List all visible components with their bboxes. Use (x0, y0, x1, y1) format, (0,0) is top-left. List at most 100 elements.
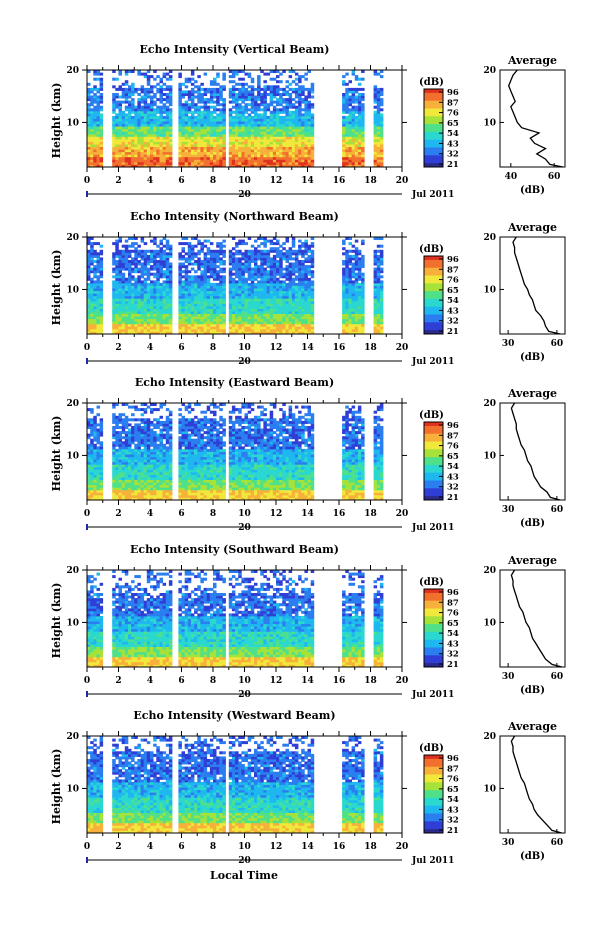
heatmap-cell (188, 250, 192, 253)
heatmap-cell (304, 108, 308, 111)
heatmap-cell (232, 111, 236, 114)
heatmap-cell (292, 131, 296, 134)
heatmap-cell (295, 113, 299, 116)
heatmap-cell (185, 93, 189, 96)
heatmap-cell (270, 275, 274, 278)
heatmap-cell (298, 121, 302, 124)
heatmap-cell (260, 286, 264, 289)
heatmap-cell (361, 113, 365, 116)
heatmap-cell (200, 121, 204, 124)
colorbar-unit: (dB) (419, 77, 444, 88)
heatmap-cell (150, 136, 154, 139)
heatmap-cell (115, 309, 119, 312)
heatmap-cell (207, 106, 211, 109)
heatmap-cell (97, 142, 101, 145)
heatmap-cell (374, 113, 378, 116)
heatmap-cell (238, 329, 242, 332)
heatmap-cell (87, 329, 91, 332)
heatmap-cell (245, 121, 249, 124)
heatmap-cell (137, 250, 141, 253)
heatmap-cell (276, 250, 280, 253)
heatmap-cell (298, 314, 302, 317)
heatmap-cell (115, 121, 119, 124)
heatmap-cell (182, 113, 186, 116)
heatmap-cell (342, 116, 346, 119)
heatmap-cell (304, 288, 308, 291)
heatmap-cell (200, 142, 204, 145)
heatmap-cell (273, 85, 277, 88)
heatmap-cell (191, 119, 195, 122)
heatmap-cell (115, 314, 119, 317)
heatmap-cell (128, 275, 132, 278)
heatmap-cell (90, 250, 94, 253)
heatmap-cell (188, 245, 192, 248)
heatmap-cell (216, 245, 220, 248)
heatmap-cell (216, 314, 220, 317)
heatmap-cell (156, 280, 160, 283)
heatmap-cell (134, 319, 138, 322)
heatmap-cell (298, 240, 302, 243)
heatmap-cell (289, 270, 293, 273)
heatmap-cell (311, 157, 315, 160)
heatmap-cell (342, 75, 346, 78)
heatmap-cell (100, 293, 104, 296)
heatmap-cell (169, 147, 173, 150)
heatmap-cell (216, 286, 220, 289)
heatmap-cell (260, 293, 264, 296)
heatmap-cell (169, 286, 173, 289)
heatmap-cell (251, 108, 255, 111)
heatmap-cell (355, 131, 359, 134)
heatmap-cell (188, 78, 192, 81)
heatmap-cell (241, 88, 245, 91)
heatmap-cell (137, 275, 141, 278)
heatmap-cell (241, 319, 245, 322)
heatmap-cell (210, 152, 214, 155)
heatmap-cell (150, 113, 154, 116)
heatmap-cell (289, 142, 293, 145)
heatmap-cell (163, 121, 167, 124)
heatmap-cell (216, 108, 220, 111)
heatmap-cell (282, 275, 286, 278)
heatmap-cell (235, 270, 239, 273)
heatmap-cell (210, 309, 214, 312)
heatmap-cell (248, 283, 252, 286)
heatmap-cell (115, 286, 119, 289)
heatmap-cell (166, 275, 170, 278)
heatmap-cell (238, 260, 242, 263)
heatmap-cell (134, 108, 138, 111)
heatmap-cell (200, 126, 204, 129)
heatmap-cell (166, 286, 170, 289)
heatmap-cell (232, 273, 236, 276)
heatmap-cell (349, 260, 353, 263)
heatmap-cell (235, 98, 239, 101)
heatmap-cell (87, 98, 91, 101)
heatmap-cell (153, 93, 157, 96)
heatmap-cell (241, 119, 245, 122)
heatmap-cell (197, 119, 201, 122)
heatmap-cell (282, 157, 286, 160)
heatmap-cell (289, 255, 293, 258)
x-tick-label: 18 (364, 176, 377, 186)
heatmap-cell (311, 329, 315, 332)
heatmap-cell (238, 88, 242, 91)
heatmap-cell (361, 293, 365, 296)
heatmap-cell (147, 303, 151, 306)
heatmap-cell (131, 298, 135, 301)
heatmap-cell (349, 96, 353, 99)
heatmap-cell (125, 136, 129, 139)
heatmap-cell (270, 293, 274, 296)
heatmap-cell (197, 75, 201, 78)
heatmap-cell (286, 309, 290, 312)
heatmap-cell (377, 293, 381, 296)
heatmap-cell (100, 157, 104, 160)
heatmap-cell (185, 314, 189, 317)
heatmap-cell (241, 162, 245, 165)
heatmap-cell (352, 98, 356, 101)
heatmap-cell (182, 303, 186, 306)
heatmap-cell (273, 324, 277, 327)
heatmap-cell (270, 270, 274, 273)
heatmap-cell (251, 260, 255, 263)
heatmap-cell (352, 270, 356, 273)
heatmap-cell (216, 152, 220, 155)
